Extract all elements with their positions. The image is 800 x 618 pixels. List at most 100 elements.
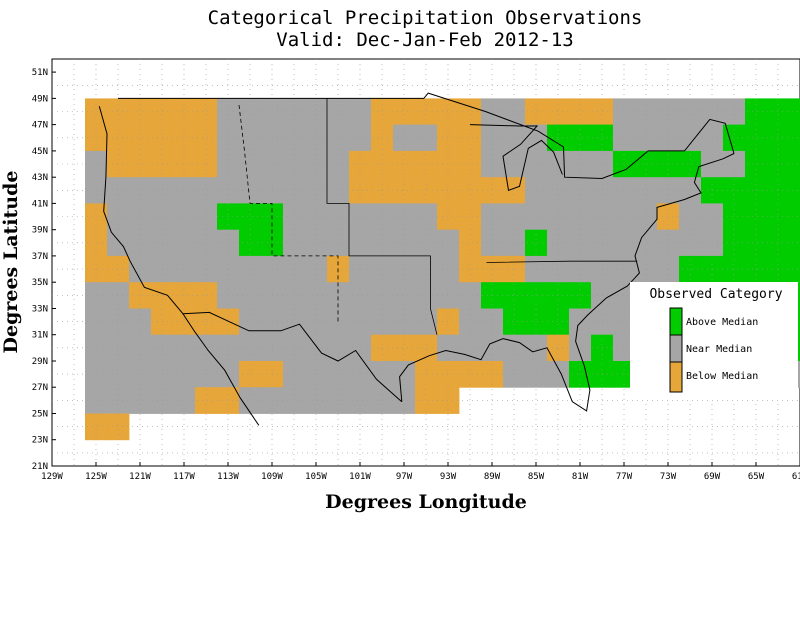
grid-cell [349,229,372,257]
grid-cell [173,282,196,309]
grid-cell [547,98,570,126]
grid-cell [173,334,196,362]
grid-cell [525,98,548,126]
longitude-tick-label: 93W [440,472,457,482]
legend-swatch-below [669,361,683,393]
grid-cell [217,334,240,362]
grid-cell [305,334,328,362]
grid-cell [217,229,240,257]
map-boundaries [98,92,735,426]
grid-cell [107,98,130,126]
grid-cell [613,308,636,336]
grid-cell [415,282,438,309]
legend-label-above: Above Median [686,317,758,328]
grid-cell [789,124,800,152]
grid-cell [569,124,592,152]
grid-cell [349,98,372,126]
grid-cell [107,413,130,441]
grid-cell [305,282,328,309]
grid-cell [723,124,746,152]
longitude-tick-label: 77W [616,472,633,482]
grid-cell [789,150,800,178]
map-title: Categorical Precipitation Observations [208,7,643,29]
grid-cell [767,177,790,204]
grid-cell [195,308,218,336]
grid-cell [613,334,636,362]
grid-cell [393,177,416,204]
grid-cell [525,203,548,231]
grid-cell [613,98,636,126]
latitude-tick-label: 33N [32,305,48,315]
longitude-tick-label: 121W [129,472,151,482]
grid-cell [85,124,108,152]
grid-cell [327,308,350,336]
grid-cell [437,98,460,126]
grid-cell [217,308,240,336]
legend-label-near: Near Median [686,344,752,355]
atlantic-gulf-coastline [399,153,735,412]
grid-cell [789,177,800,204]
latitude-tick-label: 39N [32,226,48,236]
grid-cell [129,229,152,257]
grid-cell [547,229,570,257]
grid-cell [85,413,108,441]
grid-cell [547,282,570,309]
grid-cell [767,124,790,152]
grid-cell [283,203,306,231]
grid-cell [569,203,592,231]
grid-cell [327,177,350,204]
us-mexico-border [182,311,403,403]
grid-cell [635,177,658,204]
latitude-tick-label: 49N [32,94,48,104]
grid-cell [305,203,328,231]
grid-cell [767,229,790,257]
grid-cell [459,308,482,336]
longitude-tick-label: 117W [173,472,195,482]
grid-cell [239,282,262,309]
grid-cell [569,229,592,257]
grid-cell [767,203,790,231]
grid-cell [745,124,768,152]
grid-cell [195,98,218,126]
grid-cell [525,177,548,204]
grid-cell [107,177,130,204]
grid-cell [173,98,196,126]
longitude-tick-label: 109W [261,472,283,482]
grid-cell [723,229,746,257]
grid-cell [437,124,460,152]
grid-cell [129,124,152,152]
grid-cell [437,203,460,231]
longitude-tick-label: 89W [484,472,501,482]
grid-cell [635,98,658,126]
category-grid-cells [85,98,800,441]
grid-cell [503,203,526,231]
grid-cell [657,98,680,126]
grid-cell [305,177,328,204]
grid-cell [635,124,658,152]
grid-cell [547,334,570,362]
grid-cell [503,229,526,257]
grid-cell [393,387,416,414]
grid-cell [195,229,218,257]
grid-cell [437,334,460,362]
grid-cell [525,282,548,309]
grid-cell [547,124,570,152]
grid-cell [745,98,768,126]
grid-cell [745,203,768,231]
grid-cell [239,203,262,231]
grid-cell [393,282,416,309]
grid-cell [789,98,800,126]
grid-cell [789,203,800,231]
grid-cell [437,308,460,336]
legend-swatch-near [669,334,683,363]
grid-cell [129,334,152,362]
longitude-tick-label: 73W [660,472,677,482]
grid-cell [349,387,372,414]
grid-cell [569,308,592,336]
grid-cell [107,203,130,231]
grid-cell [679,98,702,126]
grid-cell [283,387,306,414]
x-axis-title: Degrees Longitude [325,491,527,513]
grid-cell [305,229,328,257]
grid-cell [459,282,482,309]
